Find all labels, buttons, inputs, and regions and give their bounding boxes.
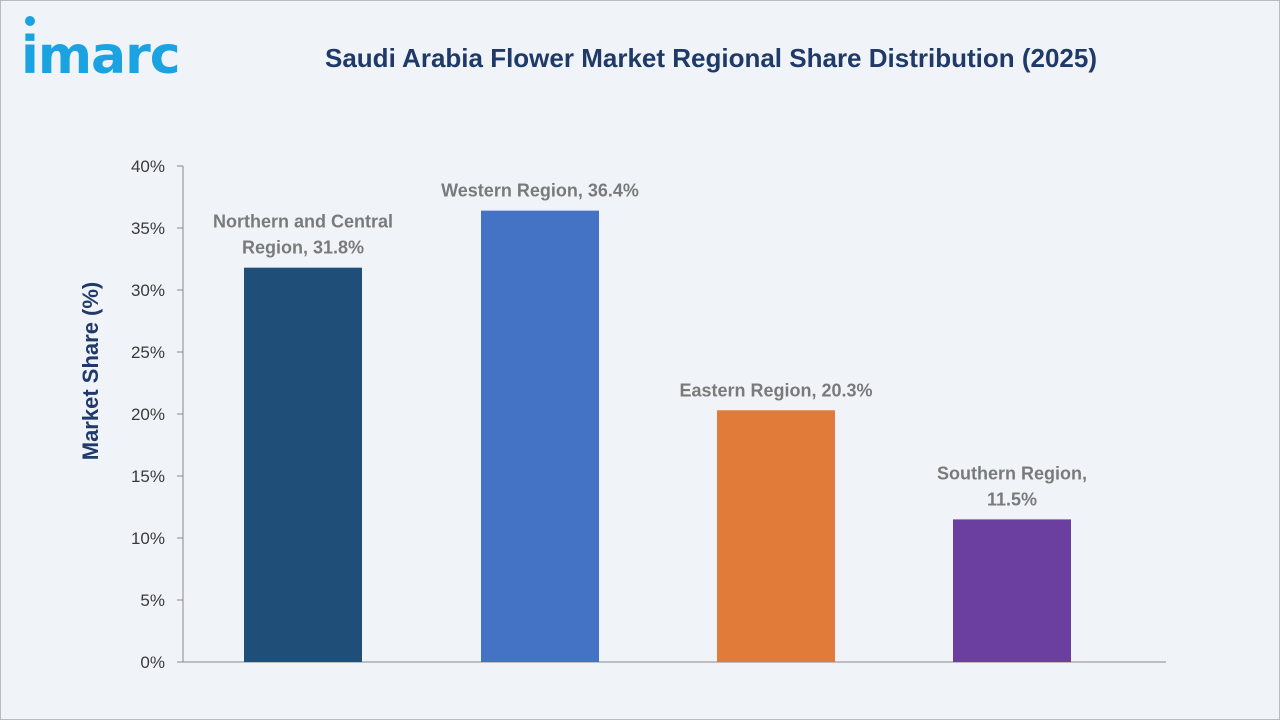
y-tick-label: 10%	[131, 529, 165, 548]
bar	[481, 210, 599, 662]
data-label: Western Region, 36.4%	[441, 181, 639, 201]
logo-dot	[25, 16, 35, 26]
bars	[244, 210, 1071, 662]
chart-title: Saudi Arabia Flower Market Regional Shar…	[325, 43, 1097, 73]
y-tick-label: 25%	[131, 343, 165, 362]
data-label: Eastern Region, 20.3%	[679, 380, 872, 400]
y-tick-label: 20%	[131, 405, 165, 424]
bar	[717, 410, 835, 662]
data-labels: Northern and Central Region, 31.8% Western…	[213, 181, 1087, 510]
data-label: Southern Region,	[937, 463, 1087, 483]
y-tick-label: 0%	[140, 653, 165, 672]
y-tick-label: 40%	[131, 157, 165, 176]
logo-text: imarc	[21, 26, 180, 85]
y-tick-label: 30%	[131, 281, 165, 300]
bar	[953, 519, 1071, 662]
axes: 0% 5% 10% 15% 20% 25% 30% 35% 40%	[131, 157, 1166, 672]
y-tick-label: 35%	[131, 219, 165, 238]
data-label: 11.5%	[987, 489, 1037, 509]
y-tick-label: 15%	[131, 467, 165, 486]
data-label: Northern and Central	[213, 212, 393, 232]
imarc-logo: imarc	[21, 16, 181, 85]
y-tick-label: 5%	[140, 591, 165, 610]
y-axis-label: Market Share (%)	[78, 282, 103, 461]
bar	[244, 267, 362, 662]
data-label: Region, 31.8%	[242, 238, 364, 258]
